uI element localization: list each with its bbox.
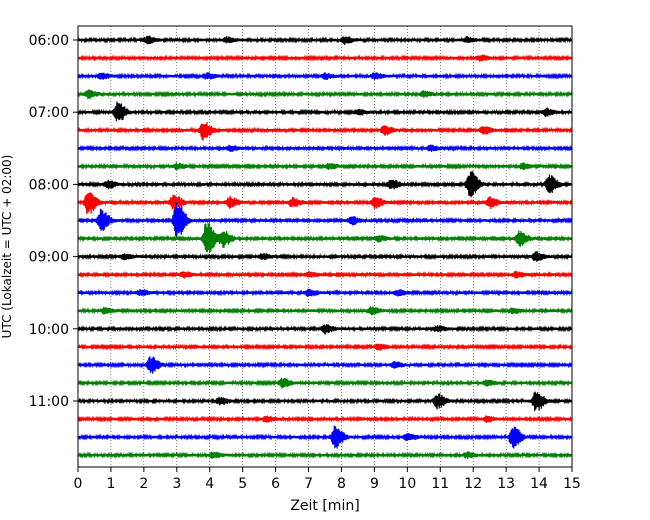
trace-line bbox=[77, 451, 573, 459]
trace-line bbox=[77, 324, 573, 335]
x-tick-label: 7 bbox=[304, 476, 313, 492]
x-axis-ticks: 0 1 2 3 4 5 6 7 8 9 10 11 12 13 14 15 bbox=[74, 467, 581, 492]
x-tick-label: 8 bbox=[337, 476, 346, 492]
trace-line bbox=[77, 270, 573, 279]
y-tick-label: 06:00 bbox=[29, 33, 69, 49]
x-tick-label: 5 bbox=[238, 476, 247, 492]
y-axis-label: UTC (Lokalzeit = UTC + 02:00) bbox=[0, 155, 14, 339]
trace-line bbox=[77, 202, 573, 239]
x-tick-label: 2 bbox=[139, 476, 148, 492]
trace-line bbox=[77, 425, 573, 449]
trace-line bbox=[77, 306, 573, 316]
y-tick-label: 11:00 bbox=[29, 394, 69, 410]
x-tick-label: 11 bbox=[431, 476, 449, 492]
trace-line bbox=[77, 72, 573, 81]
y-tick-label: 10:00 bbox=[29, 322, 69, 338]
x-tick-label: 12 bbox=[464, 476, 482, 492]
x-tick-label: 10 bbox=[398, 476, 416, 492]
trace-line bbox=[77, 377, 573, 389]
trace-line bbox=[77, 162, 573, 171]
x-tick-label: 4 bbox=[205, 476, 214, 492]
trace-line bbox=[77, 122, 573, 141]
x-tick-label: 14 bbox=[530, 476, 548, 492]
trace-line bbox=[77, 356, 573, 374]
trace-line bbox=[77, 35, 573, 45]
trace-line bbox=[77, 144, 573, 153]
trace-line bbox=[77, 222, 573, 254]
x-axis-label: Zeit [min] bbox=[290, 498, 359, 514]
seismic-traces bbox=[77, 35, 573, 459]
trace-line bbox=[77, 288, 573, 297]
x-tick-label: 13 bbox=[497, 476, 515, 492]
trace-line bbox=[77, 101, 573, 122]
trace-line bbox=[77, 192, 573, 215]
trace-line bbox=[77, 171, 573, 198]
x-tick-label: 6 bbox=[271, 476, 280, 492]
x-tick-label: 0 bbox=[74, 476, 83, 492]
plot-frame bbox=[77, 25, 573, 468]
x-tick-label: 15 bbox=[563, 476, 581, 492]
trace-line bbox=[77, 343, 573, 351]
trace-line bbox=[77, 415, 573, 423]
trace-line bbox=[77, 251, 573, 262]
trace-line bbox=[77, 89, 573, 100]
y-tick-label: 09:00 bbox=[29, 250, 69, 266]
y-tick-label: 08:00 bbox=[29, 177, 69, 193]
trace-line bbox=[77, 391, 573, 412]
x-tick-label: 1 bbox=[106, 476, 115, 492]
trace-line bbox=[77, 54, 573, 62]
x-tick-label: 9 bbox=[370, 476, 379, 492]
x-tick-label: 3 bbox=[172, 476, 181, 492]
y-axis-ticks: 06:00 07:00 08:00 09:00 10:00 11:00 bbox=[29, 33, 78, 410]
y-tick-label: 07:00 bbox=[29, 105, 69, 121]
